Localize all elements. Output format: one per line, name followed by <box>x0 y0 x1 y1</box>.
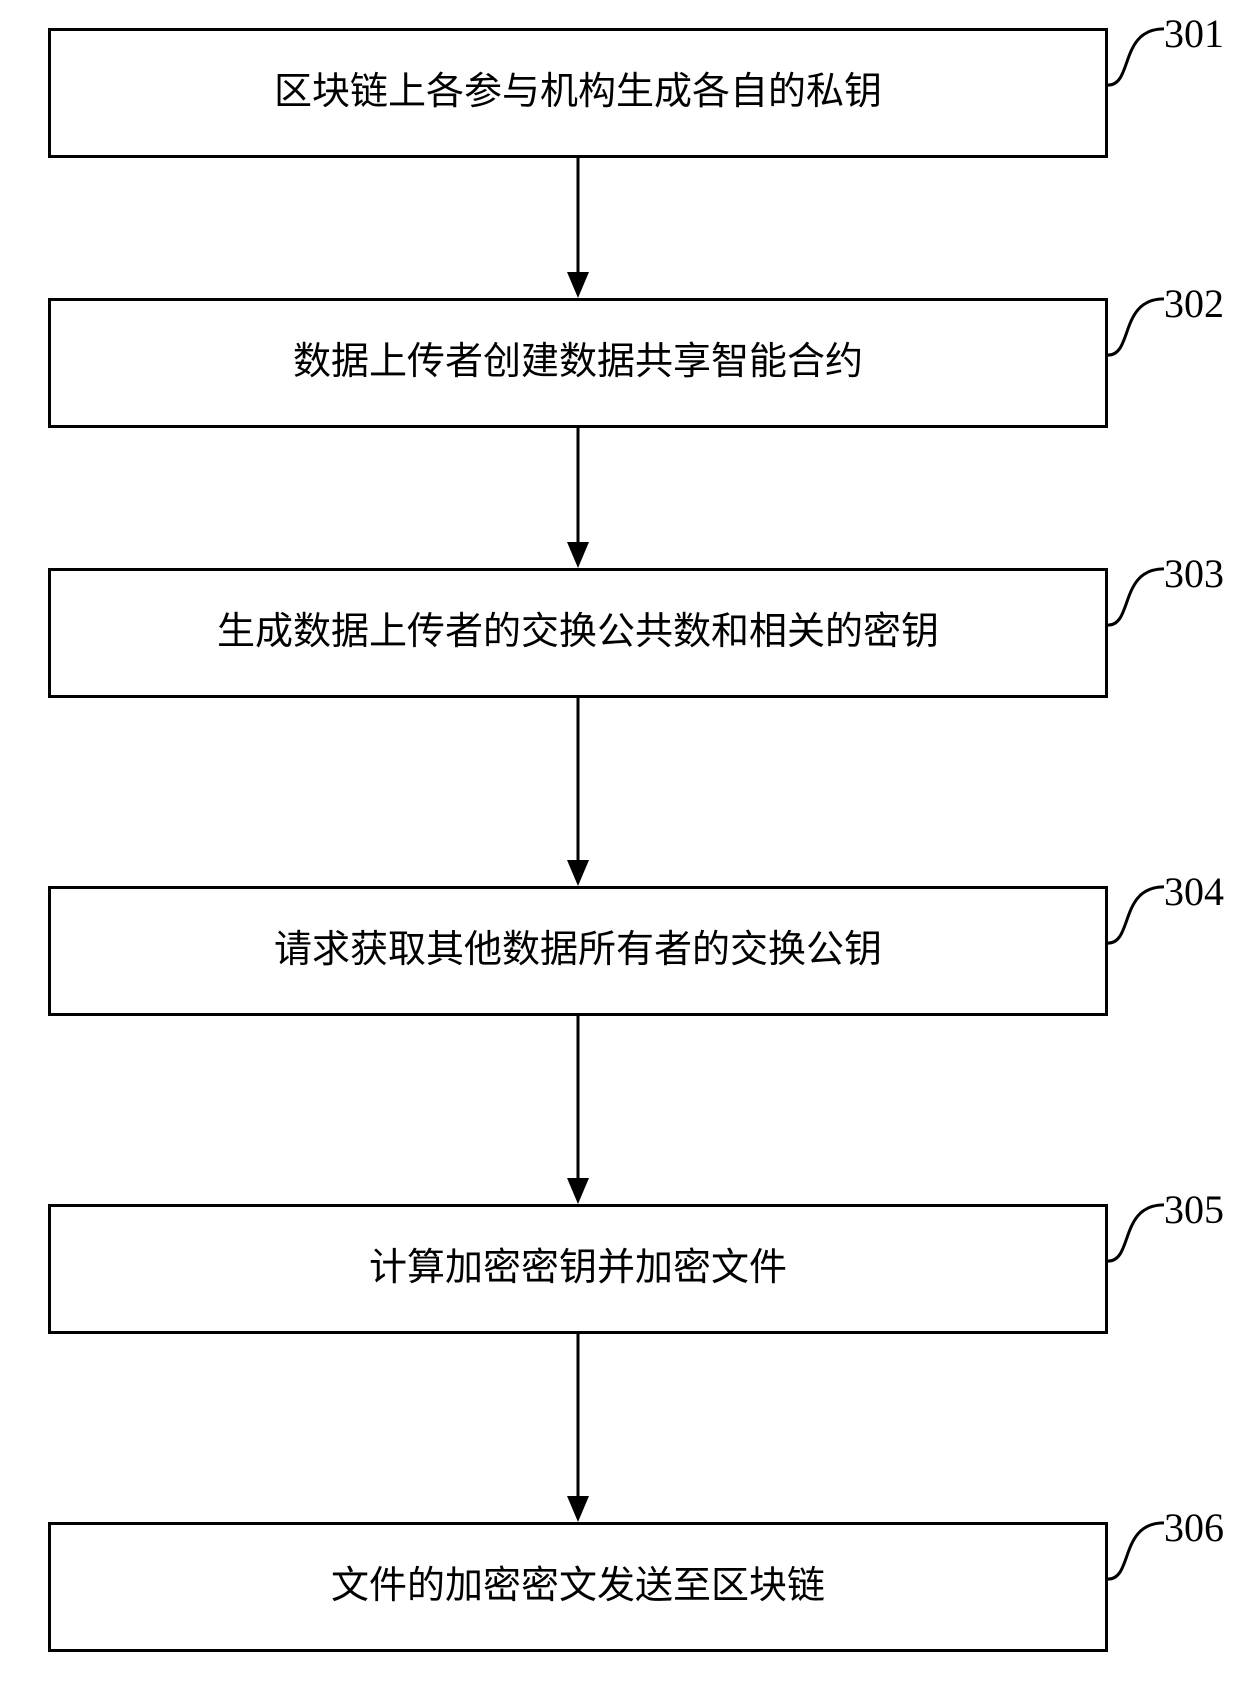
bracket-303 <box>1108 560 1164 639</box>
step-box-302: 数据上传者创建数据共享智能合约 <box>48 298 1108 428</box>
step-label-302: 302 <box>1164 280 1224 327</box>
step-box-303: 生成数据上传者的交换公共数和相关的密钥 <box>48 568 1108 698</box>
bracket-301 <box>1108 20 1164 99</box>
step-box-306: 文件的加密密文发送至区块链 <box>48 1522 1108 1652</box>
step-box-304: 请求获取其他数据所有者的交换公钥 <box>48 886 1108 1016</box>
step-text-305: 计算加密密钥并加密文件 <box>359 1242 797 1295</box>
arrow-303-304 <box>563 698 593 891</box>
bracket-306 <box>1108 1514 1164 1593</box>
step-text-303: 生成数据上传者的交换公共数和相关的密钥 <box>207 606 949 659</box>
step-text-304: 请求获取其他数据所有者的交换公钥 <box>264 924 892 977</box>
flowchart-canvas: 区块链上各参与机构生成各自的私钥 301 数据上传者创建数据共享智能合约 302 生… <box>0 0 1240 1686</box>
step-text-301: 区块链上各参与机构生成各自的私钥 <box>264 66 892 119</box>
step-label-306: 306 <box>1164 1504 1224 1551</box>
arrow-304-305 <box>563 1016 593 1209</box>
step-text-306: 文件的加密密文发送至区块链 <box>321 1560 835 1613</box>
step-box-301: 区块链上各参与机构生成各自的私钥 <box>48 28 1108 158</box>
step-label-305: 305 <box>1164 1186 1224 1233</box>
step-label-304: 304 <box>1164 868 1224 915</box>
step-box-305: 计算加密密钥并加密文件 <box>48 1204 1108 1334</box>
bracket-302 <box>1108 290 1164 369</box>
bracket-305 <box>1108 1196 1164 1275</box>
step-text-302: 数据上传者创建数据共享智能合约 <box>283 336 873 389</box>
step-label-301: 301 <box>1164 10 1224 57</box>
step-label-303: 303 <box>1164 550 1224 597</box>
arrow-302-303 <box>563 428 593 573</box>
bracket-304 <box>1108 878 1164 957</box>
arrow-301-302 <box>563 158 593 303</box>
arrow-305-306 <box>563 1334 593 1527</box>
